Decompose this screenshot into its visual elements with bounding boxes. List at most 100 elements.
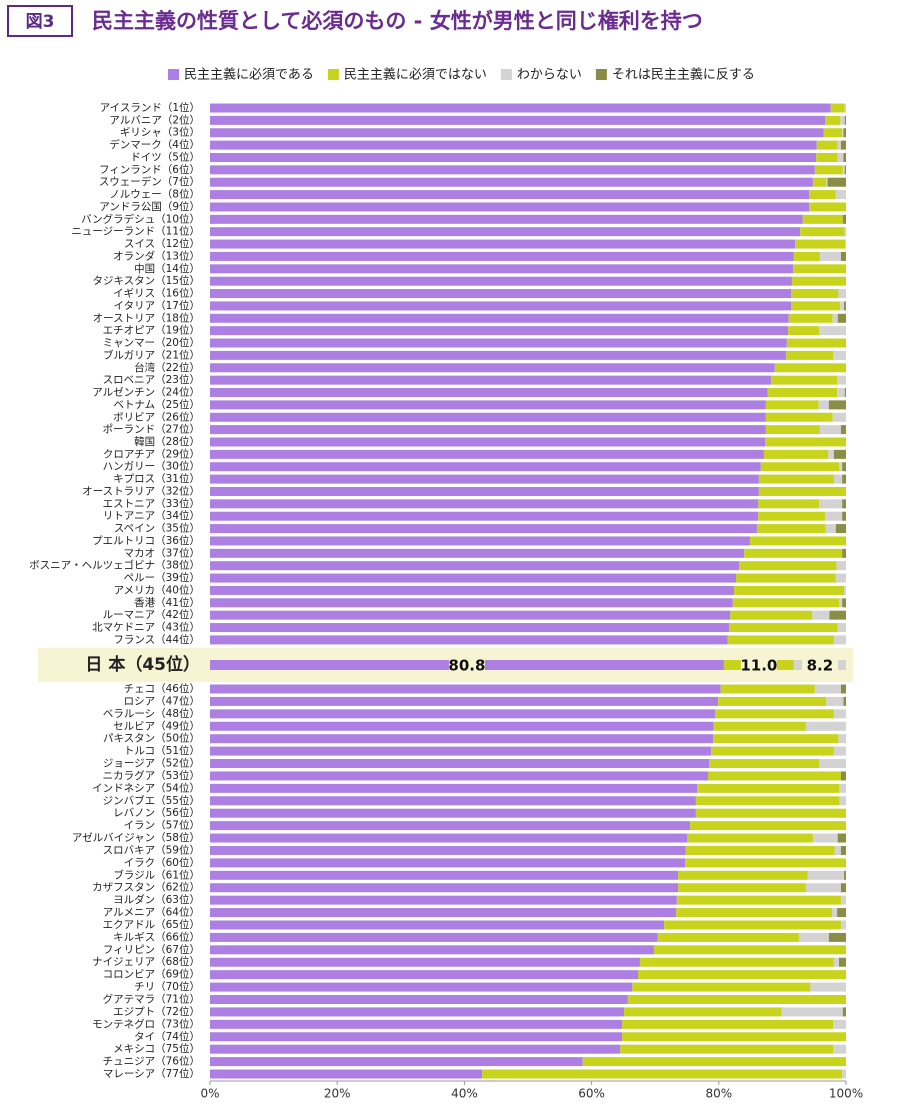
legend-swatch bbox=[327, 69, 339, 80]
bar-segment bbox=[809, 190, 836, 200]
category-label: ルーマニア（42位） bbox=[103, 608, 200, 621]
bar-segment bbox=[210, 833, 687, 843]
category-label: ブラジル（61位） bbox=[113, 868, 200, 881]
bar-segment bbox=[210, 932, 658, 942]
bar-segment bbox=[210, 400, 766, 410]
bar-segment bbox=[842, 474, 846, 484]
bar-segment bbox=[657, 932, 799, 942]
bar-segment bbox=[734, 585, 845, 595]
bar-segment bbox=[685, 858, 846, 868]
value-label-bg bbox=[448, 657, 485, 673]
bar-segment bbox=[837, 388, 845, 398]
bar-segment bbox=[210, 734, 714, 744]
bar-segment bbox=[837, 833, 846, 843]
bar-segment bbox=[842, 598, 846, 608]
bar-segment bbox=[843, 152, 846, 162]
category-label: イギリス（16位） bbox=[113, 287, 200, 300]
bar-segment bbox=[210, 721, 714, 731]
bar-segment bbox=[842, 165, 845, 175]
bar-segment bbox=[818, 400, 829, 410]
category-label: インドネシア（54位） bbox=[92, 781, 200, 794]
category-label: パキスタン（50位） bbox=[103, 732, 200, 745]
bar-segment bbox=[842, 1007, 846, 1017]
bar-segment bbox=[814, 684, 841, 694]
bar-segment bbox=[837, 140, 841, 150]
x-tick-label: 0% bbox=[200, 1087, 219, 1101]
bar-segment bbox=[210, 152, 817, 162]
bar-segment bbox=[810, 982, 846, 992]
bar-segment bbox=[210, 350, 787, 360]
bar-segment bbox=[210, 783, 698, 793]
bar-segment bbox=[676, 895, 841, 905]
bar-segment bbox=[210, 585, 735, 595]
bar-segment bbox=[765, 412, 833, 422]
bar-segment bbox=[840, 684, 846, 694]
bar-segment bbox=[765, 425, 820, 435]
bar-segment bbox=[819, 759, 846, 769]
bar-segment bbox=[842, 548, 846, 558]
bar-segment bbox=[844, 103, 846, 113]
legend-label: それは民主主義に反する bbox=[612, 67, 755, 83]
bar-segment bbox=[832, 412, 846, 422]
bar-segment bbox=[845, 239, 846, 249]
category-label: エストニア（33位） bbox=[103, 497, 200, 510]
value-label-bg bbox=[801, 657, 838, 673]
category-label: イラク（60位） bbox=[124, 856, 200, 869]
bar-segment bbox=[798, 932, 829, 942]
category-label: エチオピア（19位） bbox=[103, 324, 200, 337]
bar-segment bbox=[210, 548, 745, 558]
bar-segment bbox=[210, 449, 764, 459]
bar-segment bbox=[210, 895, 677, 905]
category-label: スイス（12位） bbox=[124, 237, 200, 250]
bar-segment bbox=[833, 635, 846, 645]
bar-segment bbox=[832, 908, 838, 918]
bar-segment bbox=[711, 746, 834, 756]
bar-segment bbox=[210, 264, 794, 274]
bar-segment bbox=[791, 289, 839, 299]
category-label: クロアチア（29位） bbox=[103, 447, 200, 460]
bar-segment bbox=[805, 721, 846, 731]
bar-segment bbox=[758, 486, 846, 496]
bar-segment bbox=[819, 326, 846, 336]
category-label: デンマーク（4位） bbox=[109, 138, 200, 151]
bar-segment bbox=[774, 363, 846, 373]
category-label: タジキスタン（15位） bbox=[92, 274, 200, 287]
bar-segment bbox=[730, 610, 813, 620]
bar-segment bbox=[210, 239, 796, 249]
bar-segment bbox=[786, 338, 846, 348]
category-label: スロベニア（23位） bbox=[103, 373, 200, 386]
bar-segment bbox=[835, 573, 846, 583]
bar-segment bbox=[763, 449, 829, 459]
bar-segment bbox=[210, 696, 719, 706]
bar-segment bbox=[639, 957, 834, 967]
bar-segment bbox=[210, 251, 794, 261]
highlight-label: 日 本（45位） bbox=[85, 654, 200, 675]
bar-segment bbox=[812, 833, 838, 843]
category-label: セルビア（49位） bbox=[113, 719, 200, 732]
bar-segment bbox=[727, 635, 834, 645]
category-label: ペルー（39位） bbox=[124, 571, 200, 584]
bar-segment bbox=[739, 561, 837, 571]
bar-segment bbox=[210, 821, 691, 831]
bar-segment bbox=[839, 462, 843, 472]
bar-segment bbox=[210, 908, 677, 918]
bar-segment bbox=[210, 437, 766, 447]
bar-segment bbox=[210, 289, 792, 299]
x-tick-label: 20% bbox=[324, 1087, 351, 1101]
bar-segment bbox=[210, 388, 768, 398]
category-label: モンテネグロ（73位） bbox=[92, 1017, 200, 1030]
bar-segment bbox=[844, 227, 846, 237]
category-label: エジプト（72位） bbox=[113, 1005, 200, 1018]
bar-segment bbox=[839, 796, 846, 806]
bar-segment bbox=[819, 499, 843, 509]
bar-segment bbox=[840, 140, 846, 150]
bar-segment bbox=[833, 746, 846, 756]
bar-segment bbox=[793, 251, 820, 261]
bar-segment bbox=[765, 437, 846, 447]
bar-segment bbox=[687, 833, 813, 843]
bar-segment bbox=[840, 425, 846, 435]
category-label: オーストリア（18位） bbox=[93, 311, 200, 324]
figure-label: 図3 bbox=[26, 12, 55, 32]
bar-segment bbox=[812, 610, 830, 620]
